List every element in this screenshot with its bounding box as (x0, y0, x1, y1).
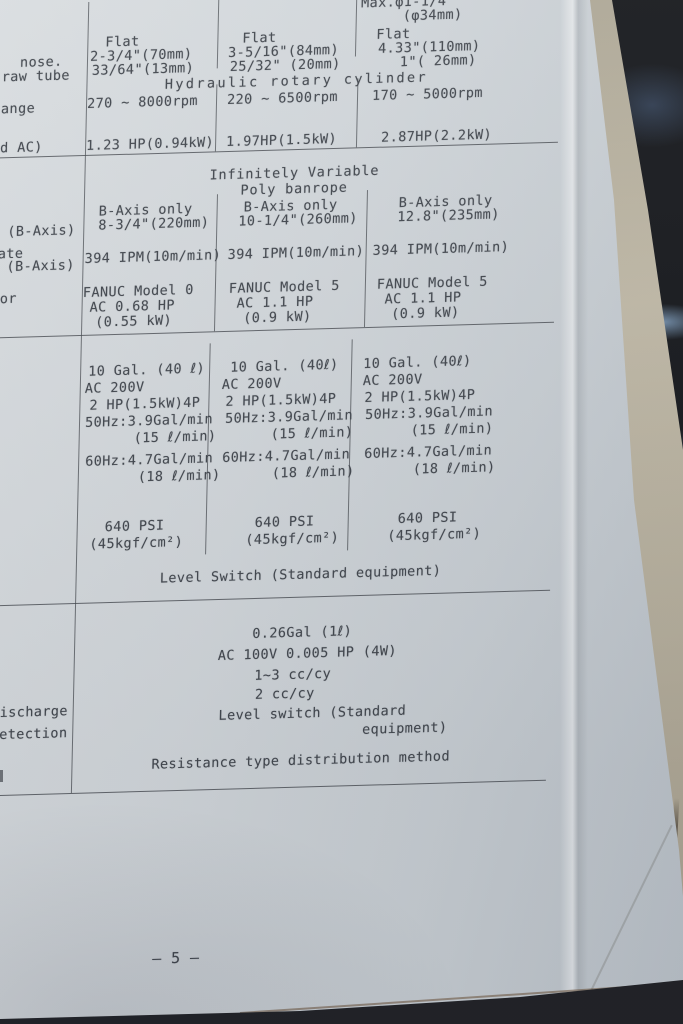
cell-coolant-c3-3: 2 HP(1.5kW)4P (364, 386, 476, 407)
cell-coolant-c1-1: 10 Gal. (40 ℓ) (87, 360, 206, 380)
cell-baxis-c3-2: 12.8"(235mm) (397, 206, 500, 226)
cell-pressure-c2-1: 640 PSI (254, 513, 315, 532)
label-speed-range: ange (0, 100, 36, 118)
cell-power-c2: 1.97HP(1.5kW) (225, 130, 338, 151)
cell-coolant-c2-1: 10 Gal. (40ℓ) (229, 356, 339, 376)
cell-coolant-c1-5: (15 ℓ/min) (133, 428, 217, 447)
cell-pressure-c3-1: 640 PSI (397, 509, 458, 528)
table-rule-v2-seg3 (363, 190, 369, 328)
table-rule-v1-seg1 (216, 0, 220, 69)
label-b-axis-rate: (B-Axis) (6, 257, 75, 276)
cell-max-capacity-2: (φ34mm) (402, 6, 463, 25)
table-rule-v1-seg2 (214, 84, 218, 152)
cell-coolant-c2-2: AC 200V (221, 375, 282, 394)
label-discharge: ischarge (0, 703, 69, 722)
table-rule-h4 (0, 779, 546, 797)
cell-pressure-c2-2: (45kgf/cm²) (245, 529, 340, 549)
cell-servo-c1-3: (0.55 kW) (95, 312, 173, 331)
page-number: – 5 – (152, 948, 200, 968)
cell-coolant-c2-3: 2 HP(1.5kW)4P (225, 390, 337, 410)
cell-coolant-c3-7: (18 ℓ/min) (412, 459, 496, 478)
cell-speed-c3: 170 ∼ 5000rpm (371, 84, 484, 104)
cell-pressure-c1-2: (45kgf/cm²) (89, 534, 184, 553)
cell-speed-c1: 270 ∼ 8000rpm (86, 92, 199, 112)
cell-coolant-c3-5: (15 ℓ/min) (410, 420, 494, 439)
cell-baxis-c2-2: 10-1/4"(260mm) (238, 210, 358, 230)
cell-lube-2: AC 100V 0.005 HP (4W) (217, 642, 398, 664)
cell-baxis-c1-2: 8-3/4"(220mm) (98, 214, 210, 234)
cell-feed-c1: 394 IPM(10m/min) (84, 247, 222, 267)
label-servo-motor: or (0, 290, 18, 308)
cell-flat-c3-3: 1"( 26mm) (399, 52, 477, 71)
cell-coolant-c1-7: (18 ℓ/min) (137, 467, 221, 486)
cell-coolant-c3-1: 10 Gal. (40ℓ) (362, 353, 472, 373)
cell-feed-c3: 394 IPM(10m/min) (372, 239, 510, 259)
cell-coolant-c3-2: AC 200V (362, 371, 423, 390)
cell-coolant-c2-7: (18 ℓ/min) (271, 463, 355, 482)
label-b-axis-travel: (B-Axis) (7, 222, 76, 241)
cell-pressure-c1-1: 640 PSI (104, 517, 165, 536)
cell-pressure-c3-2: (45kgf/cm²) (387, 525, 482, 545)
cell-lube-1: 0.26Gal (1ℓ) (252, 623, 353, 643)
paper-crease-vertical (560, 0, 588, 1024)
cell-servo-c3-3: (0.9 kW) (391, 304, 460, 323)
table-rule-v-labels (70, 1, 90, 794)
table-rule-v1-seg4 (205, 343, 212, 555)
cell-lube-3: 1∼3 cc/cy (254, 665, 332, 684)
cell-coolant-c2-5: (15 ℓ/min) (270, 424, 354, 443)
label-detection: etection (0, 725, 68, 744)
cell-distribution-method: Resistance type distribution method (151, 748, 451, 773)
table-rule-v2-seg1 (354, 0, 358, 57)
label-draw-tube: raw tube (1, 67, 71, 86)
cell-feed-c2: 394 IPM(10m/min) (227, 243, 365, 263)
cell-coolant-c1-3: 2 HP(1.5kW)4P (89, 394, 201, 414)
cell-level-switch: Level Switch (Standard equipment) (159, 562, 442, 587)
cell-power-c3: 2.87HP(2.2kW) (380, 126, 493, 146)
table-rule-h3 (0, 589, 551, 607)
cell-servo-c2-3: (0.9 kW) (243, 308, 312, 327)
stray-ink-mark (0, 770, 3, 782)
cell-lube-6: equipment) (361, 719, 448, 738)
table-rule-v2-seg4 (347, 339, 354, 551)
cell-lube-4: 2 cc/cy (254, 685, 315, 703)
cell-coolant-c1-2: AC 200V (84, 379, 145, 397)
cell-speed-c2: 220 ∼ 6500rpm (226, 88, 339, 109)
table-rule-v2-seg2 (355, 78, 359, 148)
label-motor-ac: d AC) (0, 139, 43, 157)
